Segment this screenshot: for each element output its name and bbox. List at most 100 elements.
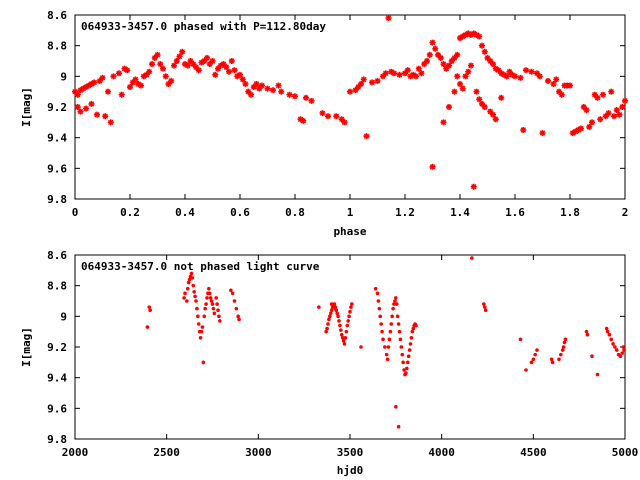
unphased-y-tick-label: 9 xyxy=(60,310,67,323)
phased-y-axis-label: I[mag] xyxy=(20,87,33,127)
data-point xyxy=(195,67,202,74)
data-point xyxy=(211,306,216,311)
data-point xyxy=(600,91,606,98)
data-point xyxy=(186,280,191,285)
data-point xyxy=(185,286,190,291)
data-point xyxy=(622,97,628,104)
data-point xyxy=(614,348,619,352)
data-point xyxy=(517,74,524,81)
data-point xyxy=(105,88,111,95)
unphased-y-tick-label: 9.8 xyxy=(47,433,67,446)
data-point xyxy=(190,276,195,280)
phased-y-tick-label: 9.6 xyxy=(47,162,67,175)
data-point xyxy=(446,62,452,69)
data-point xyxy=(91,79,98,86)
data-point xyxy=(83,105,89,112)
data-point xyxy=(398,337,403,342)
data-point xyxy=(228,58,235,64)
data-point xyxy=(344,329,349,334)
data-point xyxy=(347,88,353,95)
data-point xyxy=(385,15,392,22)
data-point xyxy=(327,317,331,322)
data-point xyxy=(605,110,612,117)
data-point xyxy=(394,296,398,300)
data-point xyxy=(550,81,557,87)
data-point xyxy=(490,61,496,68)
data-point xyxy=(589,119,595,126)
data-point xyxy=(363,133,370,140)
data-point xyxy=(404,67,411,74)
phased-plot-frame xyxy=(74,14,626,200)
data-point xyxy=(563,337,568,342)
data-point xyxy=(184,62,191,69)
data-point xyxy=(234,306,239,311)
unphased-x-tick-label: 4000 xyxy=(428,446,455,459)
data-point xyxy=(203,306,207,311)
data-point xyxy=(118,91,125,98)
phased-plot-title: 064933-3457.0 phased with P=112.80day xyxy=(81,20,326,33)
data-point xyxy=(333,113,340,120)
data-point xyxy=(360,76,367,83)
data-point xyxy=(440,61,447,68)
data-point xyxy=(204,302,208,306)
phased-y-tick-label: 9 xyxy=(60,70,67,83)
data-point xyxy=(193,294,197,299)
data-point xyxy=(562,340,567,345)
data-point xyxy=(561,345,566,349)
data-point xyxy=(545,77,551,84)
data-point xyxy=(482,305,487,309)
data-point xyxy=(278,88,285,95)
data-point xyxy=(196,322,201,326)
data-point xyxy=(348,309,352,314)
data-point xyxy=(275,82,282,89)
data-point xyxy=(209,58,216,64)
data-point xyxy=(399,345,404,349)
data-point xyxy=(199,329,204,334)
data-point xyxy=(341,339,346,343)
data-point xyxy=(116,70,122,77)
data-point xyxy=(218,319,222,323)
data-point xyxy=(231,67,238,74)
data-point xyxy=(157,61,164,68)
data-point xyxy=(389,322,394,326)
data-point xyxy=(375,291,380,296)
data-point xyxy=(397,329,402,334)
data-point xyxy=(216,308,220,313)
data-point xyxy=(559,352,563,357)
data-point xyxy=(408,342,413,346)
data-point xyxy=(395,314,400,319)
unphased-y-axis-label: I[mag] xyxy=(20,327,33,367)
data-point xyxy=(99,74,106,81)
data-point xyxy=(392,302,396,306)
data-point xyxy=(531,357,536,362)
data-point xyxy=(349,305,353,309)
data-point xyxy=(396,322,401,326)
data-point xyxy=(405,366,409,371)
data-point xyxy=(404,371,408,375)
data-point xyxy=(138,82,144,89)
data-point xyxy=(495,67,502,74)
data-point xyxy=(437,54,444,61)
data-point xyxy=(329,308,334,313)
data-point xyxy=(329,302,334,306)
unphased-x-tick-label: 4500 xyxy=(520,446,547,459)
data-point xyxy=(396,424,401,429)
unphased-plot-frame xyxy=(74,254,626,440)
data-point xyxy=(429,163,436,170)
data-point xyxy=(608,88,615,95)
data-point xyxy=(369,79,375,86)
data-point xyxy=(567,82,573,89)
phased-y-tick-label: 8.8 xyxy=(47,40,67,53)
data-point xyxy=(377,306,382,311)
data-point xyxy=(498,94,505,101)
data-point xyxy=(179,48,186,55)
phased-y-tick-label: 9.2 xyxy=(47,101,67,114)
data-point xyxy=(183,291,187,296)
data-point xyxy=(481,104,488,110)
unphased-y-tick-label: 9.4 xyxy=(47,372,67,385)
data-point xyxy=(609,337,614,342)
data-point xyxy=(454,51,461,58)
data-point xyxy=(335,311,339,316)
unphased-panel: 064933-3457.0 not phased light curve hjd… xyxy=(20,249,638,477)
data-point xyxy=(607,332,612,337)
